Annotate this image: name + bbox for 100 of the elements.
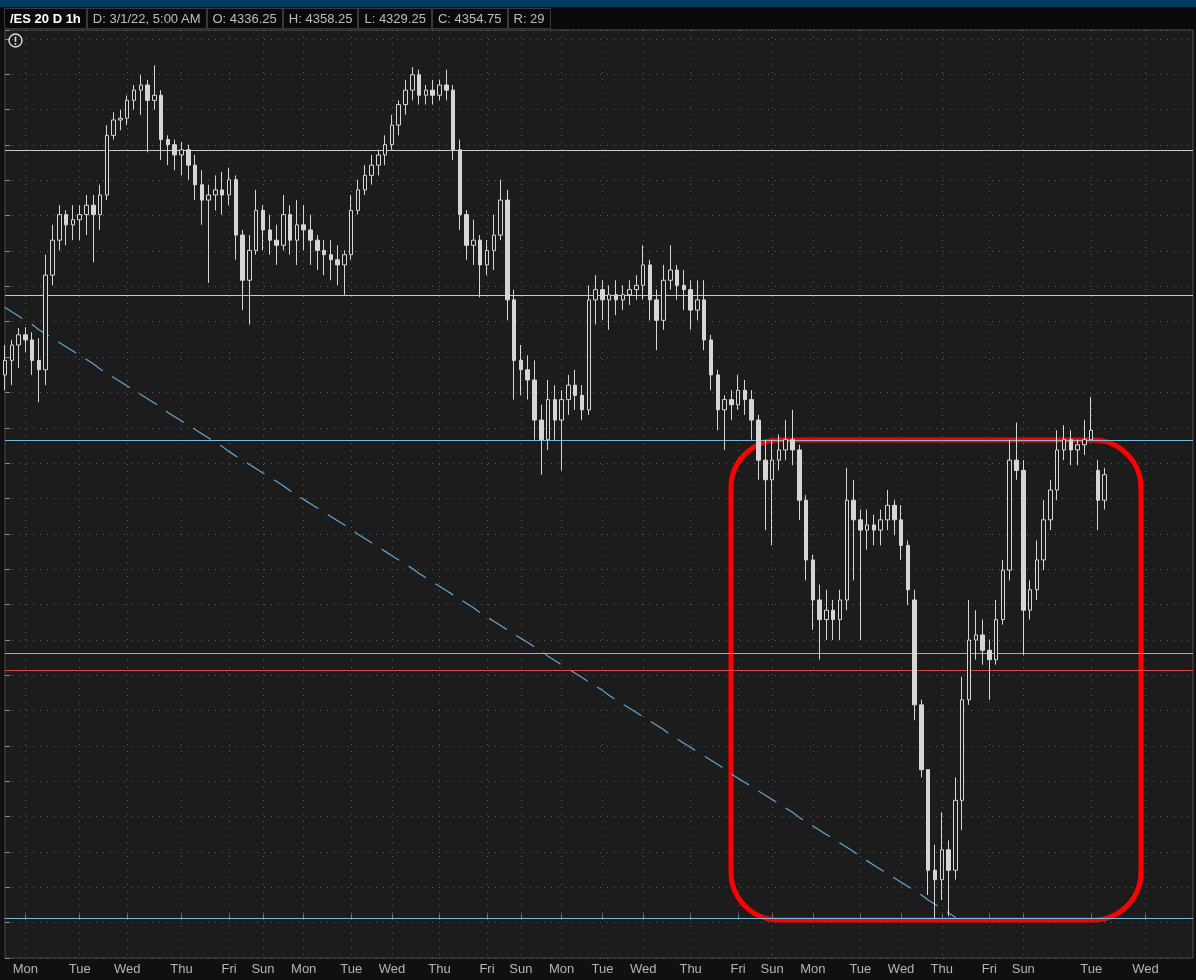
candlestick xyxy=(505,189,510,321)
candlestick xyxy=(166,134,170,166)
candlestick xyxy=(906,539,910,606)
candlestick xyxy=(329,239,333,281)
candlestick xyxy=(111,111,116,141)
candlestick xyxy=(722,394,727,451)
candlestick xyxy=(532,359,537,441)
candlestick xyxy=(186,144,191,181)
text: C: 4354.75 xyxy=(431,8,508,29)
candlestick xyxy=(573,369,577,411)
candlestick xyxy=(695,279,700,321)
x-tick-label: Fri xyxy=(981,961,998,976)
candlestick xyxy=(648,259,652,321)
candlestick xyxy=(91,194,96,263)
candlestick xyxy=(1096,459,1100,531)
candlestick xyxy=(315,234,320,271)
candlestick xyxy=(227,167,231,206)
text: L: 4329.25 xyxy=(358,8,432,29)
candlestick xyxy=(451,84,455,161)
candlestick xyxy=(193,154,197,201)
candlestick xyxy=(1001,559,1005,626)
candlestick xyxy=(308,214,313,266)
candlestick xyxy=(729,389,734,421)
candlestick xyxy=(736,374,740,411)
candlestick xyxy=(763,439,768,531)
candlestick xyxy=(1021,459,1026,656)
candlestick xyxy=(519,344,523,396)
candlestick xyxy=(614,279,618,316)
candlestick xyxy=(546,379,550,451)
x-tick-label: Sun xyxy=(509,961,533,976)
candlestick xyxy=(1102,467,1107,511)
candlestick xyxy=(1082,419,1087,456)
candlestick xyxy=(946,839,951,917)
candlestick xyxy=(430,79,435,106)
candlestick xyxy=(376,149,381,176)
candlestick xyxy=(356,179,360,216)
x-tick-label: Fri xyxy=(221,961,237,976)
candlestick xyxy=(172,139,177,171)
candlestick xyxy=(43,254,48,386)
candlestick xyxy=(1089,396,1093,441)
candlestick xyxy=(885,489,890,531)
x-tick-label: Tue xyxy=(591,961,614,976)
text: D: 3/1/22, 5:00 AM xyxy=(86,8,207,29)
candlestick xyxy=(16,327,21,369)
candlestick xyxy=(132,84,136,111)
candlestick xyxy=(749,389,754,441)
candlestick xyxy=(600,279,605,321)
candlestick xyxy=(403,79,408,116)
candlestick xyxy=(281,194,286,251)
candlestick xyxy=(485,239,489,276)
candlestick xyxy=(525,354,530,401)
candlestick xyxy=(383,134,387,166)
chart-title: /ES 20 D 1h xyxy=(4,8,87,29)
candlestick xyxy=(1007,439,1012,581)
candlestick xyxy=(335,244,340,286)
x-tick-label: Fri xyxy=(730,961,746,976)
candlestick xyxy=(790,409,795,466)
candlestick xyxy=(118,109,123,131)
candlestick xyxy=(247,234,252,326)
candlestick xyxy=(288,204,292,256)
candlestick xyxy=(865,509,869,551)
candlestick xyxy=(627,279,632,306)
candlestick xyxy=(125,94,129,126)
candlestick xyxy=(559,389,564,471)
candlestick xyxy=(417,69,421,106)
candlestick xyxy=(743,379,747,416)
candlestick xyxy=(1062,424,1066,461)
candlestick xyxy=(369,154,374,186)
candlestick xyxy=(37,337,41,403)
candlestick xyxy=(322,239,326,276)
candlestick xyxy=(688,279,693,331)
x-tick-label: Wed xyxy=(887,961,915,976)
candlestick xyxy=(899,504,903,561)
candlestick xyxy=(274,224,279,266)
candlestick xyxy=(817,584,822,661)
candlestick xyxy=(464,209,469,261)
candlestick xyxy=(1028,579,1032,621)
candlestick xyxy=(709,334,713,391)
candlestick xyxy=(152,64,157,111)
candlestick xyxy=(756,414,761,481)
candlestick xyxy=(974,609,978,661)
candlestick xyxy=(1048,479,1053,531)
candlestick xyxy=(254,189,258,256)
candlestick xyxy=(845,467,849,611)
candlestick xyxy=(661,264,666,331)
candlestick xyxy=(30,331,34,376)
candlestick xyxy=(566,374,571,416)
candlestick xyxy=(682,269,686,311)
candlestick xyxy=(50,224,55,286)
x-tick-label: Tue xyxy=(1080,961,1103,976)
candlestick xyxy=(261,204,265,251)
candlestick xyxy=(593,274,598,326)
candlestick xyxy=(872,514,876,546)
x-tick-label: Thu xyxy=(930,961,954,976)
candlestick xyxy=(668,244,673,291)
candlestick xyxy=(851,479,856,581)
candlestick xyxy=(240,229,245,311)
candlestick xyxy=(139,74,143,116)
candlestick xyxy=(654,289,659,351)
x-tick-label: Wed xyxy=(378,961,406,976)
